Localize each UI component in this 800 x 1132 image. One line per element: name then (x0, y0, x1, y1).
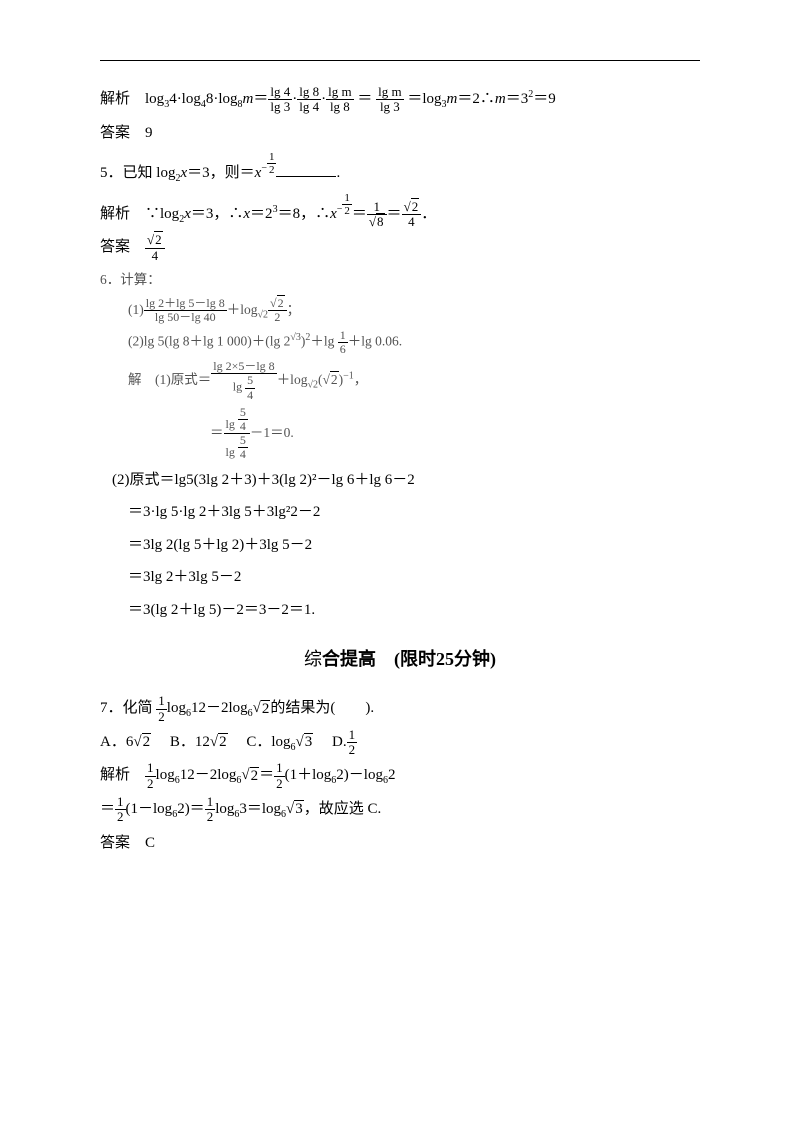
header-rule (100, 60, 700, 61)
q7-jiexi-line2: ＝12(1－log62)＝12log63＝log6√3，故应选 C. (100, 795, 700, 825)
q6-sol1-line2: ＝lg 54lg 54－1＝0. (210, 406, 700, 462)
q6-sol1-line1: 解 (1)原式＝lg 2×5－lg 8lg 54＋log√2(√2)−1， (128, 360, 700, 402)
q6-number: 6． (100, 272, 120, 287)
section-heading: 综合提高 (限时25分钟) (100, 642, 700, 676)
q6-sol2-line4: ＝3lg 2＋3lg 5－2 (128, 563, 700, 592)
q7-stem: 7．化简 12log612－2log6√2的结果为( ). (100, 694, 700, 724)
q4-answer: 答案 9 (100, 119, 700, 148)
jiexi-label: 解析 (100, 206, 130, 222)
answer-label: 答案 (100, 835, 130, 851)
q4-jiexi: 解析 log34·log48·log8m＝lg 4lg 3·lg 8lg 4·l… (100, 85, 700, 115)
q7-options: A．6√2 B．12√2 C．log6√3 D.12 (100, 728, 700, 758)
q6-sol2-line1: (2)原式＝lg5(3lg 2＋3)＋3(lg 2)²－lg 6＋lg 6－2 (112, 466, 700, 495)
q6-sol2-line3: ＝3lg 2(lg 5＋lg 2)＋3lg 5－2 (128, 531, 700, 560)
q6-part1: (1)lg 2＋lg 5－lg 8lg 50－lg 40＋log√2√22； (128, 297, 700, 325)
jiexi-label: 解析 (100, 768, 130, 784)
q5-blank (276, 161, 336, 177)
q6-title: 6．计算： (100, 267, 700, 293)
q4-answer-value: 9 (145, 125, 153, 141)
heading-bold: 合提高 (限时25分钟) (322, 649, 496, 669)
answer-label: 答案 (100, 125, 130, 141)
q6-part2: (2)lg 5(lg 8＋lg 1 000)＋(lg 2√3)2＋lg 16＋l… (128, 328, 700, 356)
jiexi-label: 解析 (100, 91, 130, 107)
q5-stem: 5．已知 log2x＝3，则＝x−12. (100, 151, 700, 188)
q5-jiexi: 解析 ∵log2x＝3，∴x＝23＝8，∴x−12＝1√8＝√24． (100, 192, 700, 229)
q7-optC: C．log6√3 (246, 734, 313, 750)
q7-optD: D.12 (332, 734, 357, 750)
q4-tail: ＝log3m＝2∴m＝32＝9 (407, 91, 555, 107)
q7-answer: 答案 C (100, 829, 700, 858)
page: 解析 log34·log48·log8m＝lg 4lg 3·lg 8lg 4·l… (0, 0, 800, 1132)
q7-optB: B．12√2 (170, 733, 228, 750)
q6-sol2-line5: ＝3(lg 2＋lg 5)－2＝3－2＝1. (128, 596, 700, 625)
q7-optA: A．6√2 (100, 733, 151, 750)
q7-answer-value: C (145, 835, 155, 851)
q6-sol2-line2: ＝3·lg 5·lg 2＋3lg 5＋3lg²2－2 (128, 498, 700, 527)
q7-number: 7． (100, 701, 123, 717)
q5-number: 5． (100, 165, 123, 181)
q5-answer: 答案 √24 (100, 233, 700, 263)
q7-jiexi-line1: 解析 12log612－2log6√2＝12(1＋log62)－log62 (100, 761, 700, 791)
answer-label: 答案 (100, 240, 130, 256)
